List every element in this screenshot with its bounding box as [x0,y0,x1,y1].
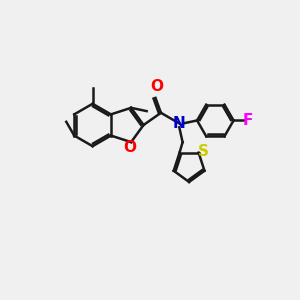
Text: S: S [197,144,208,159]
Text: O: O [151,79,164,94]
Text: F: F [242,113,253,128]
Text: N: N [173,116,186,131]
Text: O: O [124,140,137,155]
